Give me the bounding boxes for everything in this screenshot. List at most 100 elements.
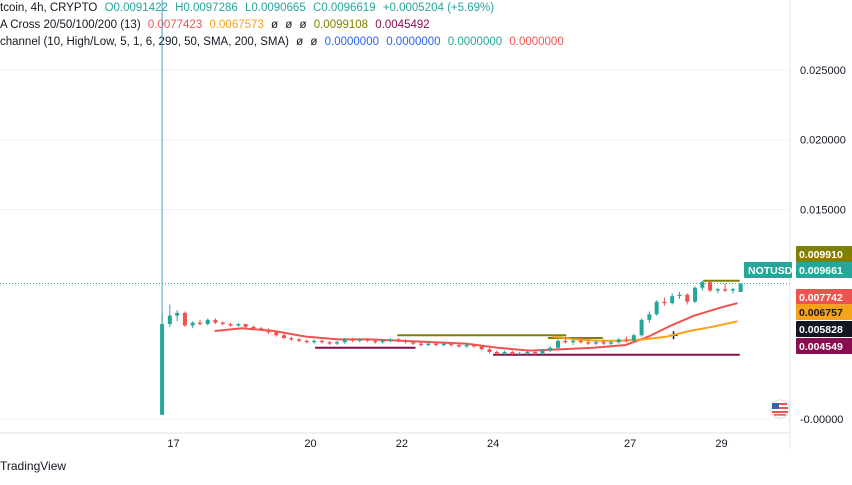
candle-body[interactable] — [220, 322, 225, 325]
x-tick-label: 24 — [487, 438, 499, 450]
channel-value-5: 0.0000000 — [447, 36, 503, 48]
candle-body[interactable] — [380, 340, 385, 343]
candle-body[interactable] — [479, 346, 484, 350]
candle-body[interactable] — [494, 351, 499, 354]
candle-body[interactable] — [464, 345, 469, 347]
candle-body[interactable] — [624, 339, 629, 341]
candle-body[interactable] — [426, 343, 431, 346]
candle-body[interactable] — [365, 339, 370, 341]
candle-body[interactable] — [175, 312, 180, 316]
candle-body[interactable] — [708, 282, 713, 291]
candle-body[interactable] — [487, 349, 492, 352]
candle-body[interactable] — [571, 340, 576, 343]
ma-layer — [214, 302, 738, 352]
price-badge-bg — [796, 321, 852, 337]
candle-body[interactable] — [228, 324, 233, 326]
candle-body[interactable] — [608, 342, 613, 344]
candle-body[interactable] — [304, 340, 309, 343]
candle-body[interactable] — [327, 342, 332, 344]
candle-body[interactable] — [251, 326, 256, 329]
candle-body[interactable] — [654, 301, 659, 315]
candle-body[interactable] — [586, 342, 591, 344]
candle-body[interactable] — [685, 294, 690, 302]
ma-value-4: ø — [285, 19, 293, 31]
candle-body[interactable] — [403, 340, 408, 343]
candle-body[interactable] — [274, 332, 279, 336]
candle-body[interactable] — [289, 338, 294, 340]
price-badge-label: 0.004549 — [799, 341, 843, 353]
candle-body[interactable] — [388, 339, 393, 341]
candle-body[interactable] — [441, 343, 446, 346]
candle-body[interactable] — [282, 335, 287, 339]
candle-body[interactable] — [616, 339, 621, 343]
candle-body[interactable] — [205, 319, 210, 325]
candle-body[interactable] — [563, 340, 568, 343]
candle-body[interactable] — [357, 339, 362, 341]
legend-channel-row: channel (10, High/Low, 5, 1, 6, 290, 50,… — [0, 36, 564, 48]
candle-body[interactable] — [213, 319, 218, 323]
price-badge-label: 0.009910 — [799, 249, 843, 261]
candle-body[interactable] — [578, 340, 583, 343]
crosshair-layer — [0, 0, 790, 340]
candle-body[interactable] — [723, 289, 728, 291]
candle-body[interactable] — [396, 339, 401, 341]
candle-body[interactable] — [693, 287, 698, 302]
candle-body[interactable] — [631, 335, 636, 341]
candle-body[interactable] — [556, 340, 561, 348]
candle-body[interactable] — [525, 351, 530, 354]
candle-body[interactable] — [502, 351, 507, 354]
candle-body[interactable] — [334, 342, 339, 344]
y-tick-label: 0.020000 — [800, 135, 846, 147]
candle-body[interactable] — [449, 343, 454, 346]
candle-body[interactable] — [540, 350, 545, 354]
candle-body[interactable] — [548, 347, 553, 351]
candle-body[interactable] — [266, 329, 271, 333]
candle-body[interactable] — [434, 343, 439, 346]
candle-body[interactable] — [419, 343, 424, 346]
candle-body[interactable] — [167, 315, 172, 325]
candle-body[interactable] — [160, 324, 165, 415]
candle-layer[interactable] — [160, 280, 743, 415]
candle-body[interactable] — [647, 314, 652, 320]
candle-body[interactable] — [456, 345, 461, 347]
ohlc-open: O0.0091422 — [104, 2, 168, 14]
x-tick-label: 20 — [304, 438, 316, 450]
candle-body[interactable] — [373, 340, 378, 343]
x-tick-label: 29 — [715, 438, 727, 450]
candle-body[interactable] — [601, 342, 606, 344]
candle-body[interactable] — [593, 342, 598, 344]
candle-body[interactable] — [319, 340, 324, 343]
candle-body[interactable] — [517, 353, 522, 355]
channel-value-4: 0.0000000 — [386, 36, 441, 48]
candle-body[interactable] — [342, 339, 347, 343]
candle-body[interactable] — [533, 351, 538, 354]
symbol-label: tcoin, 4h, CRYPTO — [0, 2, 98, 14]
candle-body[interactable] — [677, 294, 682, 297]
candle-body[interactable] — [411, 342, 416, 344]
candle-body[interactable] — [236, 324, 241, 326]
candle-body[interactable] — [715, 289, 720, 291]
symbol-badge-label: NOTUSD — [748, 265, 793, 277]
candle-body[interactable] — [700, 282, 705, 288]
candle-body[interactable] — [670, 296, 675, 304]
ma-value-2: 0.0067573 — [209, 19, 264, 31]
candle-body[interactable] — [259, 328, 264, 330]
y-tick-label: -0.00000 — [800, 414, 843, 426]
candle-body[interactable] — [510, 351, 515, 354]
channel-value-1: ø — [296, 36, 304, 48]
candle-body[interactable] — [243, 324, 248, 327]
candle-body[interactable] — [197, 322, 202, 325]
candle-body[interactable] — [190, 322, 195, 326]
candle-body[interactable] — [297, 339, 302, 341]
candle-body[interactable] — [312, 340, 317, 343]
us-flag-icon[interactable] — [770, 399, 790, 419]
candle-body[interactable] — [730, 289, 735, 291]
candle-body[interactable] — [662, 301, 667, 304]
candle-body[interactable] — [738, 283, 743, 292]
candle-body[interactable] — [350, 339, 355, 341]
candle-body[interactable] — [639, 319, 644, 336]
candle-body[interactable] — [471, 345, 476, 347]
candle-body[interactable] — [182, 312, 187, 326]
levels-layer — [315, 279, 740, 356]
